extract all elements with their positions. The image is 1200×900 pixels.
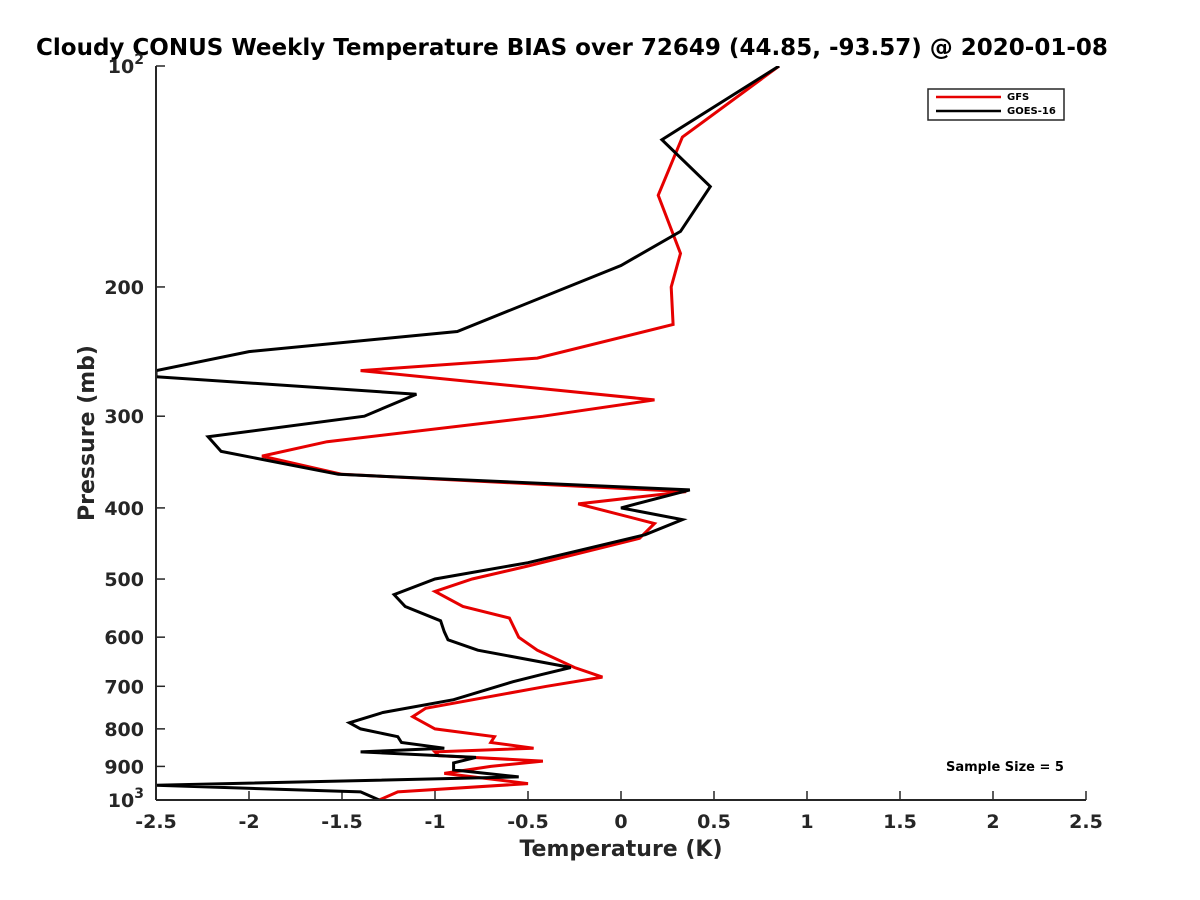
x-tick-label: 2 xyxy=(986,811,999,833)
y-tick-label: 700 xyxy=(104,676,144,698)
y-axis-label: Pressure (mb) xyxy=(75,345,100,521)
series-layer xyxy=(156,66,780,800)
x-tick-label: 1.5 xyxy=(883,811,917,833)
y-tick-label: 300 xyxy=(104,406,144,428)
series-line-gfs xyxy=(261,66,780,800)
x-axis-label: Temperature (K) xyxy=(519,837,722,862)
legend-label-gfs: GFS xyxy=(1007,92,1029,103)
y-tick-label: 200 xyxy=(104,277,144,299)
x-tick-label: 0 xyxy=(614,811,627,833)
x-tick-label: 2.5 xyxy=(1069,811,1103,833)
y-tick-label: 400 xyxy=(104,498,144,520)
y-tick-label-base: 10 xyxy=(108,56,134,78)
x-tick-label: -2 xyxy=(238,811,259,833)
legend-label-goes16: GOES-16 xyxy=(1007,106,1056,117)
y-tick-label-base: 10 xyxy=(108,790,134,812)
x-tick-label: -1.5 xyxy=(321,811,363,833)
y-tick-label: 102 xyxy=(108,52,144,78)
x-axis-ticks: -2.5 -2 -1.5 -1 -0.5 0 0.5 1 1.5 2 2.5 xyxy=(135,791,1103,833)
chart-title: Cloudy CONUS Weekly Temperature BIAS ove… xyxy=(36,35,1108,61)
x-tick-label: 0.5 xyxy=(697,811,731,833)
series-line-goes16 xyxy=(156,66,780,800)
y-tick-label: 103 xyxy=(108,786,144,812)
sample-size-annotation: Sample Size = 5 xyxy=(946,760,1064,775)
x-tick-label: -0.5 xyxy=(507,811,549,833)
y-tick-label: 900 xyxy=(104,756,144,778)
y-tick-label-exponent: 2 xyxy=(134,52,144,68)
x-tick-label: -1 xyxy=(424,811,445,833)
x-tick-label: -2.5 xyxy=(135,811,177,833)
x-tick-label: 1 xyxy=(800,811,813,833)
legend: GFS GOES-16 xyxy=(927,88,1065,121)
y-tick-label-exponent: 3 xyxy=(134,786,144,802)
y-tick-label: 800 xyxy=(104,719,144,741)
y-tick-label: 600 xyxy=(104,627,144,649)
legend-box xyxy=(927,88,1065,121)
y-tick-label: 500 xyxy=(104,569,144,591)
